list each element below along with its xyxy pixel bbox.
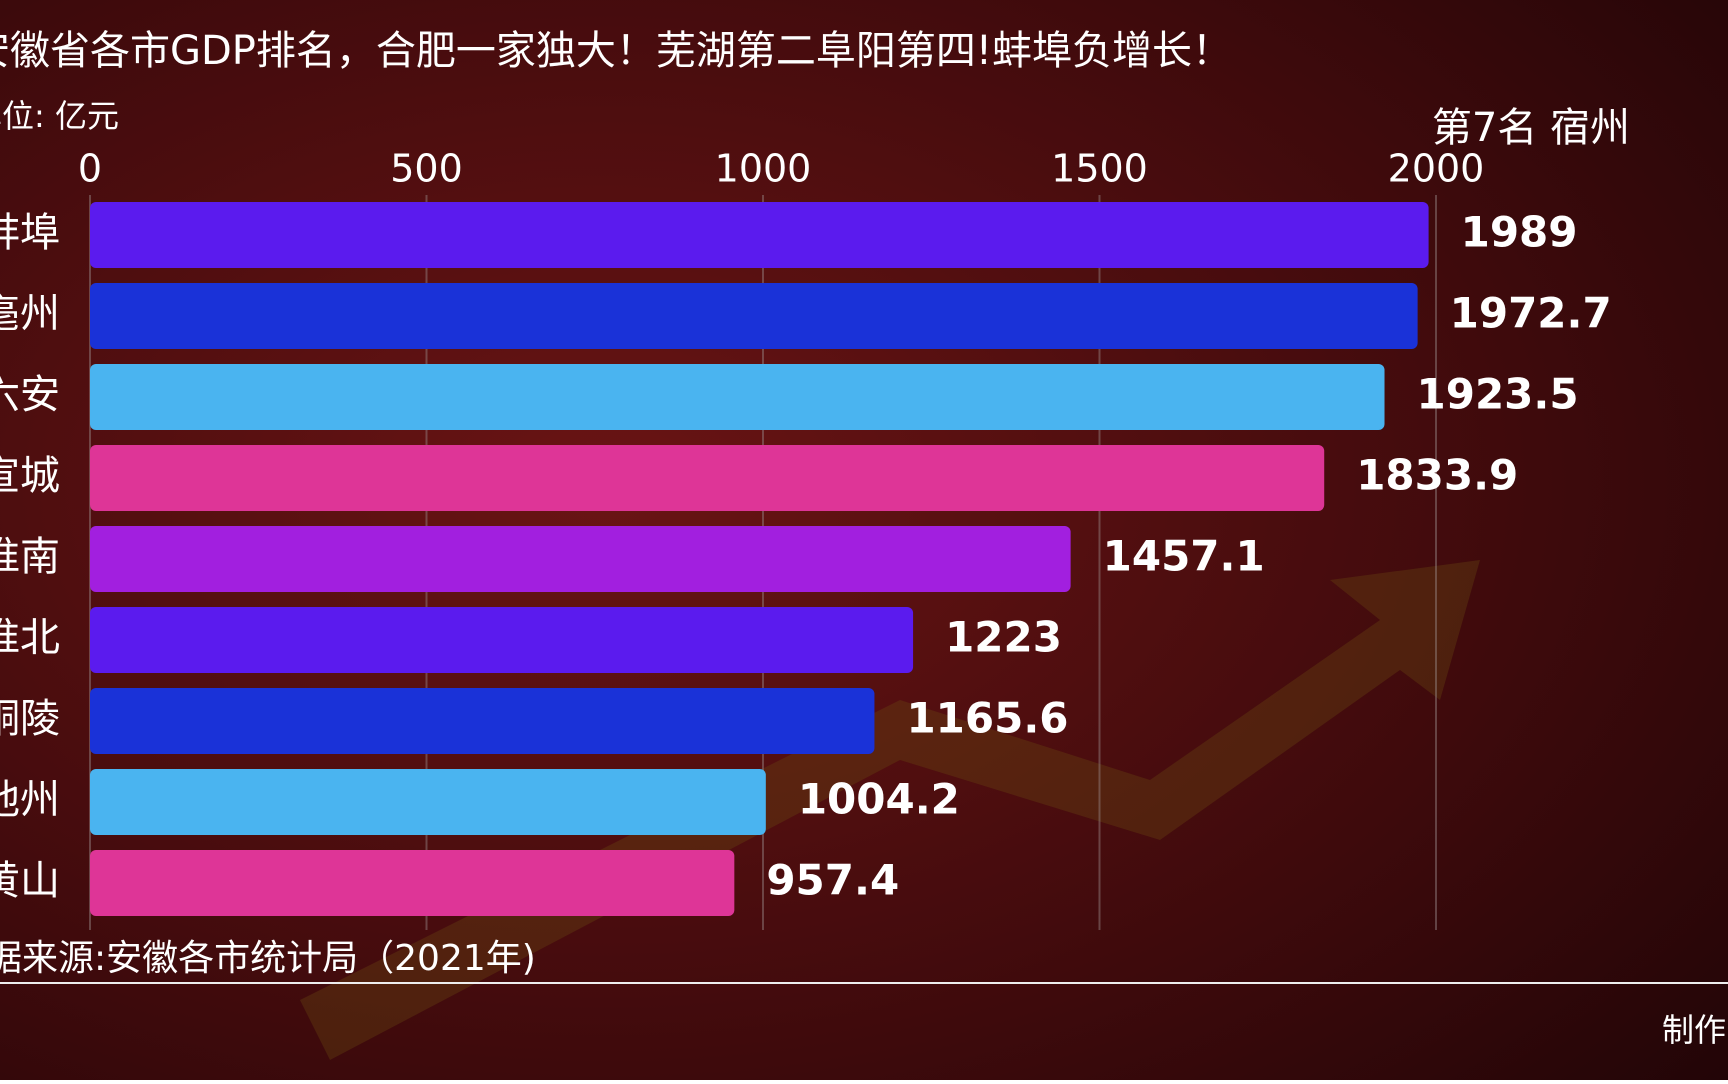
value-label: 1989	[1461, 208, 1578, 257]
source: 数据来源:安徽各市统计局（2021年)	[0, 938, 536, 979]
bar	[90, 445, 1325, 511]
y-tick-label: 亳州	[0, 291, 60, 337]
value-label: 957.4	[766, 856, 899, 905]
x-tick-label: 500	[390, 147, 463, 191]
y-tick-label: 宣城	[0, 453, 60, 499]
y-tick-label: 六安	[0, 372, 60, 418]
x-tick-label: 2000	[1388, 147, 1485, 191]
credit: 制作	[1662, 1011, 1726, 1049]
value-label: 1004.2	[798, 775, 960, 824]
bar	[90, 688, 875, 754]
y-tick-label: 淮南	[0, 534, 60, 580]
bar	[90, 526, 1071, 592]
bar	[90, 364, 1385, 430]
y-tick-label: 淮北	[0, 615, 60, 661]
rank-label: 第7名 宿州	[1432, 105, 1630, 151]
value-label: 1457.1	[1103, 532, 1265, 581]
x-tick-label: 1500	[1051, 147, 1148, 191]
background-arrow	[300, 560, 1480, 1060]
value-label: 1223	[945, 613, 1062, 662]
y-tick-label: 黄山	[0, 858, 60, 904]
unit-label: 单位: 亿元	[0, 97, 119, 135]
x-tick-label: 0	[78, 147, 102, 191]
y-tick-label: 池州	[0, 777, 60, 823]
bar	[90, 283, 1418, 349]
bar	[90, 850, 735, 916]
y-tick-label: 蚌埠	[0, 210, 60, 256]
y-tick-label: 铜陵	[0, 696, 60, 742]
value-label: 1923.5	[1417, 370, 1579, 419]
bar	[90, 202, 1429, 268]
value-label: 1972.7	[1450, 289, 1612, 338]
value-label: 1833.9	[1356, 451, 1518, 500]
value-label: 1165.6	[906, 694, 1068, 743]
bar	[90, 607, 914, 673]
chart-title: 安徽省各市GDP排名，合肥一家独大！芜湖第二阜阳第四!蚌埠负增长！	[0, 28, 1232, 74]
x-tick-label: 1000	[715, 147, 812, 191]
bar	[90, 769, 766, 835]
